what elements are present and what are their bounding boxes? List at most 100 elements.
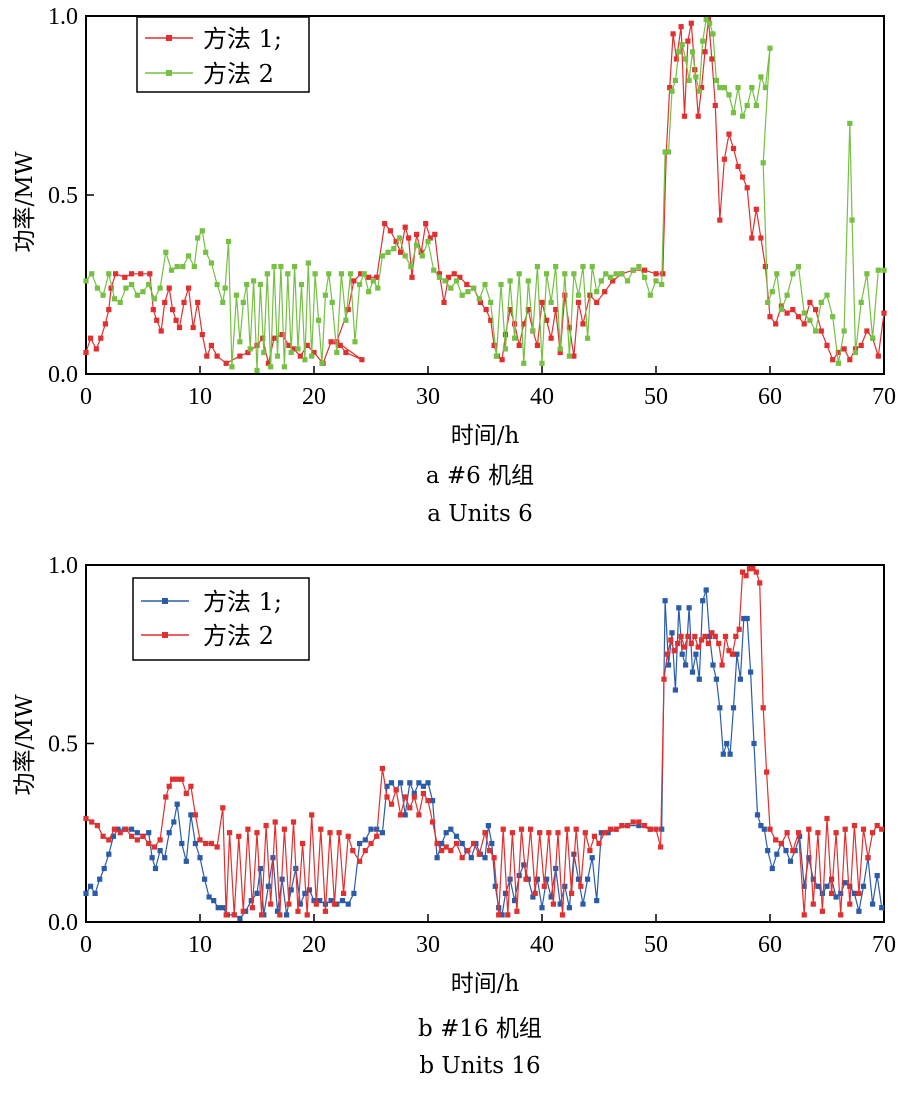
data-point	[94, 823, 100, 829]
data-point	[578, 883, 584, 889]
data-point	[487, 848, 493, 854]
data-point	[699, 637, 705, 643]
data-point	[806, 855, 812, 861]
data-point	[254, 367, 260, 373]
legend-label: 方法 2	[203, 622, 274, 650]
data-point	[298, 281, 305, 288]
data-point	[709, 630, 715, 636]
data-point	[589, 264, 595, 270]
data-point	[225, 238, 232, 245]
data-point	[496, 912, 502, 918]
data-point	[179, 776, 185, 782]
data-point	[668, 637, 674, 643]
data-point	[100, 292, 106, 298]
data-point	[709, 56, 715, 62]
data-point	[784, 292, 790, 298]
x-axis-label: 时间/h	[451, 971, 520, 997]
data-point	[729, 651, 735, 657]
data-point	[402, 224, 408, 230]
data-point	[441, 299, 447, 305]
data-point	[790, 271, 796, 277]
data-point	[735, 85, 741, 91]
data-point	[773, 837, 779, 843]
data-point	[328, 898, 334, 904]
data-point	[509, 830, 515, 836]
data-point	[722, 633, 729, 639]
data-point	[523, 876, 529, 882]
data-point	[471, 285, 477, 291]
data-point	[580, 321, 586, 327]
data-point	[418, 249, 424, 255]
data-point	[744, 102, 750, 109]
data-point	[204, 353, 210, 359]
data-point	[402, 812, 408, 818]
data-point	[553, 264, 559, 270]
data-point	[88, 883, 94, 889]
data-point	[573, 826, 579, 832]
data-point	[439, 840, 445, 847]
data-point	[703, 17, 709, 23]
data-point	[295, 346, 301, 352]
data-point	[220, 905, 226, 911]
data-point	[272, 819, 278, 825]
chart-caption-en: a Units 6	[427, 501, 533, 527]
data-point	[237, 915, 243, 921]
data-point	[571, 353, 577, 359]
data-point	[681, 113, 688, 119]
data-point	[319, 360, 325, 366]
data-point	[129, 833, 135, 839]
data-point	[525, 307, 531, 313]
data-point	[134, 830, 140, 836]
data-point	[359, 357, 365, 363]
data-point	[311, 898, 317, 904]
data-point	[717, 85, 723, 91]
data-point	[482, 855, 488, 861]
y-tick-label: 0.5	[48, 183, 78, 209]
data-point	[170, 307, 176, 313]
data-point	[188, 812, 194, 818]
data-point	[653, 278, 659, 284]
data-point	[379, 765, 385, 772]
data-point	[304, 342, 310, 348]
data-point	[261, 349, 267, 356]
data-point	[744, 185, 750, 191]
data-point	[679, 42, 685, 48]
data-point	[847, 901, 853, 907]
data-point	[259, 912, 265, 918]
data-point	[726, 648, 732, 654]
data-point	[749, 235, 755, 241]
data-point	[507, 278, 513, 284]
data-point	[778, 307, 784, 313]
data-point	[818, 328, 824, 334]
data-point	[737, 676, 743, 682]
data-point	[430, 798, 436, 804]
data-point	[313, 901, 319, 907]
data-point	[257, 865, 263, 872]
data-point	[602, 830, 608, 836]
x-tick-label: 60	[758, 384, 782, 410]
data-point	[233, 292, 240, 298]
data-point	[338, 271, 344, 277]
data-point	[580, 264, 586, 270]
data-point	[223, 912, 229, 918]
data-point	[331, 901, 338, 907]
data-point	[102, 321, 108, 327]
data-point	[97, 876, 103, 882]
legend-label: 方法 1;	[203, 588, 282, 616]
data-point	[244, 281, 250, 288]
data-point	[434, 840, 440, 847]
data-point	[710, 31, 716, 37]
x-tick-label: 20	[302, 384, 326, 410]
x-tick-label: 30	[416, 384, 440, 410]
data-point	[147, 271, 153, 277]
data-point	[675, 640, 681, 647]
data-point	[767, 45, 773, 51]
data-point	[678, 633, 684, 639]
data-point	[851, 823, 857, 829]
data-point	[368, 826, 374, 832]
data-point	[491, 855, 497, 861]
data-point	[767, 826, 773, 832]
data-point	[557, 901, 563, 907]
x-tick-label: 0	[80, 932, 92, 958]
data-point	[642, 267, 648, 273]
